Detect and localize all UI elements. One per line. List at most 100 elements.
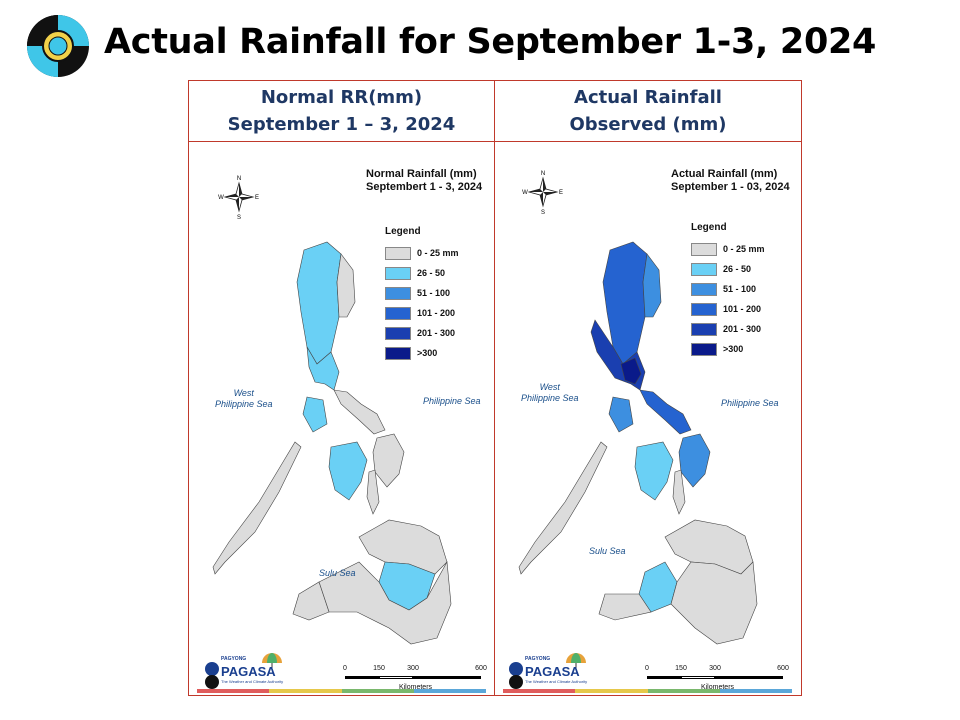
scale-tick: 0 [343,665,347,672]
legend-item: 26 - 50 [385,266,445,280]
scale-tick: 0 [645,665,649,672]
normal-map-title-line1: Normal Rainfall (mm) [366,168,477,180]
actual-south-sea-label: Sulu Sea [589,546,626,556]
normal-west-sea-line2: Philippine Sea [215,399,273,409]
actual-rainfall-map: N E S W Actu [495,142,800,694]
normal-west-sea-line1: West [233,388,254,398]
actual-color-stripes [503,689,792,693]
legend-label: 26 - 50 [417,268,446,278]
legend-swatch [691,262,717,276]
normal-map-title-line2: Septembert 1 - 3, 2024 [366,181,483,193]
scale-tick: 150 [373,665,385,672]
pagasa-mark-icon [205,662,219,689]
compass-e: E [559,190,563,196]
scale-segment [345,676,379,679]
actual-map-title: Actual Rainfall (mm) September 1 - 03, 2… [671,168,790,194]
scale-tick: 300 [709,665,721,672]
normal-scale-bar: 0 150 300 600 Kilometers [343,665,488,695]
umbrella-icon [262,653,282,668]
normal-west-sea-label: West Philippine Sea [215,388,273,410]
legend-item: 101 - 200 [691,302,761,316]
compass-w: W [218,195,224,201]
legend-swatch [691,282,717,296]
legend-swatch [691,322,717,336]
legend-swatch [691,342,717,356]
legend-label: 0 - 25 mm [417,248,459,258]
scale-tick: 600 [475,665,487,672]
scale-tick: 300 [407,665,419,672]
actual-heading-line2: Observed (mm) [569,114,727,135]
color-stripe [269,689,342,693]
compass-s: S [541,210,545,216]
scale-segment [681,676,715,679]
region-visayas-east [678,433,711,488]
color-stripe [503,689,576,693]
legend-label: 101 - 200 [723,304,762,314]
region-mindanao-north [358,519,448,575]
actual-west-sea-line2: Philippine Sea [521,393,579,403]
normal-rainfall-map: N E S W [189,142,494,694]
legend-swatch [385,326,411,340]
normal-east-sea-label: Philippine Sea [423,396,481,406]
normal-heading-line2: September 1 – 3, 2024 [227,114,456,135]
brand-sub: PAGYONG [221,656,247,662]
actual-legend-title: Legend [691,222,727,233]
compass-w: W [522,190,528,196]
region-mindoro [608,396,634,433]
legend-item: >300 [691,342,743,356]
legend-swatch [385,346,411,360]
normal-south-sea-label: Sulu Sea [319,568,356,578]
legend-label: >300 [417,348,438,358]
region-zamboanga [292,581,330,621]
actual-map-svg: N E S W [518,171,758,645]
legend-swatch [385,246,411,260]
actual-pagasa-brand: PAGYONG PAGASA The Weather and Climate A… [507,652,592,692]
legend-swatch [385,306,411,320]
legend-item: >300 [385,346,437,360]
legend-label: 201 - 300 [417,328,456,338]
legend-label: 26 - 50 [723,264,752,274]
region-bicol [639,389,692,435]
compass-icon: N E S W [522,171,563,216]
region-visayas-west [328,441,368,501]
actual-heading: Actual Rainfall Observed (mm) [495,81,801,141]
color-stripe [719,689,792,693]
region-palawan [518,441,608,575]
region-visayas-west [634,441,674,501]
scale-segment [379,676,413,679]
normal-heading: Normal RR(mm) September 1 – 3, 2024 [189,81,494,141]
pagasa-mark-icon [509,662,523,689]
compass-s: S [237,215,241,221]
scale-tick: 600 [777,665,789,672]
brand-wordmark: PAGASA [525,664,580,679]
region-northeast-luzon [336,253,356,318]
normal-map-svg: N E S W [212,176,452,645]
legend-swatch [385,286,411,300]
scale-segment [715,676,783,679]
color-stripe [341,689,414,693]
legend-item: 101 - 200 [385,306,455,320]
color-stripe [647,689,720,693]
legend-label: 101 - 200 [417,308,456,318]
legend-item: 201 - 300 [691,322,761,336]
legend-item: 51 - 100 [385,286,450,300]
legend-label: 201 - 300 [723,324,762,334]
legend-label: 51 - 100 [723,284,757,294]
actual-west-sea-label: West Philippine Sea [521,382,579,404]
compass-e: E [255,195,259,201]
region-northern-luzon [296,241,342,365]
region-cebu [672,469,686,515]
color-stripe [197,689,270,693]
legend-label: 51 - 100 [417,288,451,298]
color-stripe [575,689,648,693]
actual-scale-bar: 0 150 300 600 Kilometers [645,665,790,695]
legend-swatch [385,266,411,280]
actual-west-sea-line1: West [539,382,560,392]
legend-item: 26 - 50 [691,262,751,276]
brand-wordmark: PAGASA [221,664,276,679]
actual-east-sea-label: Philippine Sea [721,398,779,408]
legend-item: 51 - 100 [691,282,756,296]
legend-label: >300 [723,344,744,354]
legend-swatch [691,242,717,256]
actual-heading-line1: Actual Rainfall [574,87,722,108]
